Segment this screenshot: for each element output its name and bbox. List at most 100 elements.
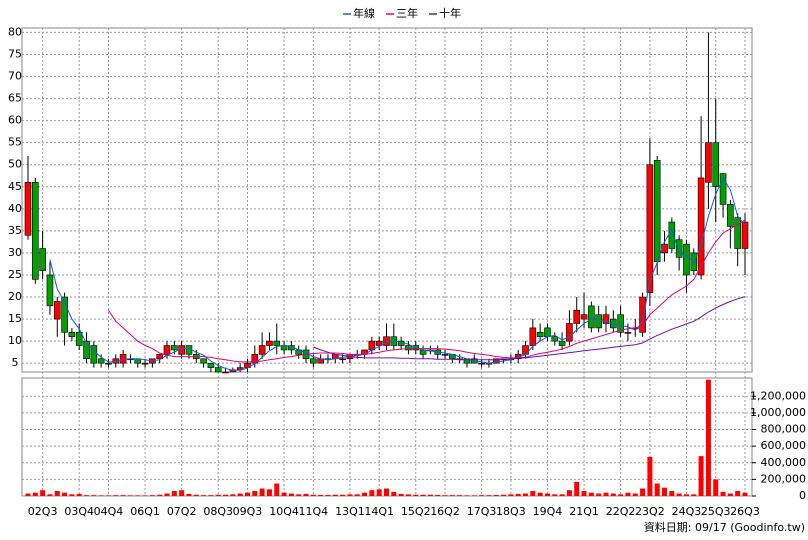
volume-bar xyxy=(164,493,170,496)
volume-bar xyxy=(742,492,748,496)
volume-bar xyxy=(479,495,485,496)
volume-bar xyxy=(559,494,565,496)
y-tick-label: 10 xyxy=(8,334,22,347)
volume-bar xyxy=(69,494,75,496)
volume-bar xyxy=(537,492,543,496)
volume-bar xyxy=(669,491,675,496)
volume-bar xyxy=(54,491,60,496)
y-tick-label: 30 xyxy=(8,246,22,259)
candle-body xyxy=(661,243,668,254)
candle-body xyxy=(156,354,163,360)
volume-bar xyxy=(588,492,594,496)
candle-body xyxy=(602,314,610,324)
candle-body xyxy=(97,358,105,364)
candle-body xyxy=(266,340,273,346)
volume-bar xyxy=(405,494,411,496)
volume-bar xyxy=(354,494,360,496)
candle-body xyxy=(375,340,383,346)
candle-body xyxy=(741,221,749,249)
candle-body xyxy=(141,362,149,365)
volume-bar xyxy=(303,493,309,496)
x-tick-label: 23Q2 xyxy=(635,505,665,518)
candle-body xyxy=(566,323,573,342)
candle-body xyxy=(522,345,529,355)
volume-bar xyxy=(625,492,631,496)
candle-body xyxy=(39,248,46,271)
y2-tick-label: 200,000 xyxy=(761,472,807,485)
candle-body xyxy=(310,358,317,364)
candle-body xyxy=(544,327,551,338)
candle-body xyxy=(705,142,712,183)
y-tick-label: 70 xyxy=(8,70,22,83)
candle-body xyxy=(75,332,83,346)
candle-body xyxy=(536,332,544,338)
x-tick-label: 16Q2 xyxy=(430,505,460,518)
volume-bar xyxy=(105,495,111,496)
volume-bar xyxy=(252,491,258,496)
y2-tick-label: 1,000,000 xyxy=(750,406,806,419)
volume-bar xyxy=(274,483,280,496)
volume-bar xyxy=(32,492,38,496)
volume-bar xyxy=(676,493,682,496)
ma-line xyxy=(313,296,746,361)
volume-bar xyxy=(442,495,448,496)
y2-tick-label: 0 xyxy=(799,489,806,502)
x-tick-label: 09Q3 xyxy=(233,505,263,518)
candle-body xyxy=(273,340,281,346)
volume-bar xyxy=(530,491,536,496)
volume-bar xyxy=(142,495,148,496)
volume-bar xyxy=(720,491,726,496)
x-tick-label: 10Q4 xyxy=(269,505,299,518)
volume-bar xyxy=(186,493,192,496)
y2-tick-label: 800,000 xyxy=(761,423,807,436)
volume-bar xyxy=(632,493,638,496)
volume-bar xyxy=(347,494,353,496)
volume-bar xyxy=(662,487,668,496)
volume-bar xyxy=(508,494,514,496)
candle-body xyxy=(683,243,690,276)
candle-body xyxy=(171,345,178,351)
volume-bar xyxy=(735,491,741,496)
x-tick-label: 11Q4 xyxy=(299,505,329,518)
volume-bar xyxy=(449,495,455,496)
footnote: 資料日期: 09/17 (Goodinfo.tw) xyxy=(644,520,805,534)
volume-bar xyxy=(127,495,133,496)
candle-body xyxy=(697,177,705,276)
volume-bar xyxy=(471,495,477,496)
volume-bar xyxy=(98,495,104,496)
x-tick-label: 24Q3 xyxy=(672,505,702,518)
volume-bar xyxy=(427,494,433,496)
candle-body xyxy=(588,305,595,329)
volume-bar xyxy=(76,493,82,496)
candle-body xyxy=(24,182,32,236)
volume-bar xyxy=(376,489,382,496)
y-tick-label: 60 xyxy=(8,114,22,127)
volume-bar xyxy=(552,494,558,496)
x-tick-label: 06Q1 xyxy=(130,505,160,518)
volume-bar xyxy=(91,495,97,496)
volume-bar xyxy=(610,493,616,496)
volume-bar xyxy=(259,488,265,496)
volume-bar xyxy=(84,495,90,496)
candle-body xyxy=(90,345,98,364)
candle-body xyxy=(675,239,683,258)
x-tick-label: 22Q2 xyxy=(606,505,636,518)
candle-body xyxy=(639,296,646,333)
volume-bar xyxy=(464,495,470,496)
x-tick-label: 08Q3 xyxy=(203,505,233,518)
x-tick-label: 19Q4 xyxy=(533,505,563,518)
candle-body xyxy=(727,204,734,227)
candle-body xyxy=(222,371,229,374)
volume-bar xyxy=(493,495,499,496)
volume-bar xyxy=(457,495,463,496)
candle-body xyxy=(441,354,449,356)
y-tick-label: 40 xyxy=(8,202,22,215)
volume-bar xyxy=(618,494,624,496)
volume-bar xyxy=(574,481,580,496)
volume-bar xyxy=(384,488,389,496)
x-tick-label: 02Q3 xyxy=(28,505,58,518)
volume-bar xyxy=(171,491,177,496)
volume-bar xyxy=(603,492,609,496)
volume-bar xyxy=(288,493,294,496)
